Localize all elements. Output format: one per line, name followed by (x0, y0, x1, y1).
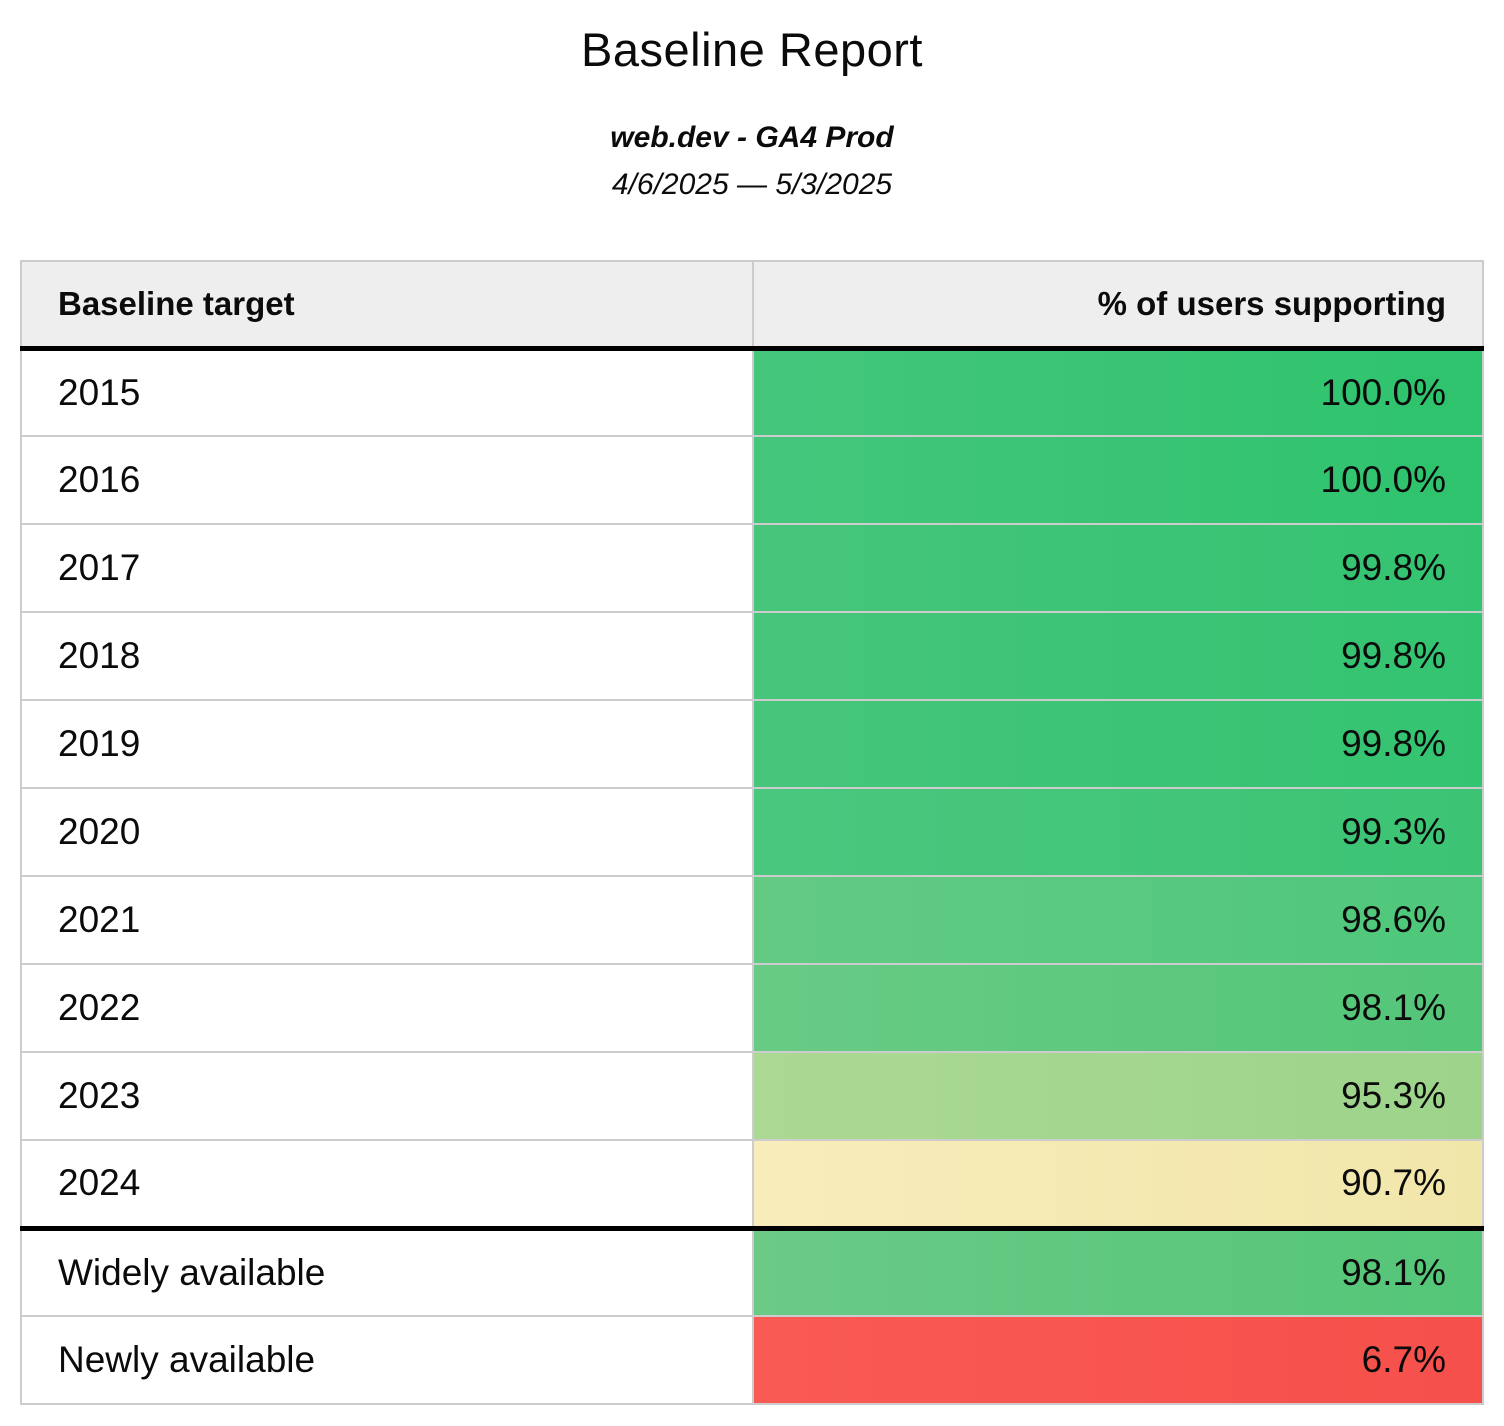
percent-supporting-cell: 99.8% (752, 523, 1484, 613)
table-row: Widely available 98.1% (20, 1225, 1484, 1317)
percent-supporting-cell: 98.1% (752, 963, 1484, 1053)
table-body: 2015 100.0% 2016 100.0% 2017 99.8% 2018 99.8% 20… (20, 347, 1484, 1405)
baseline-target-cell: 2018 (20, 611, 754, 701)
table-row: 2023 95.3% (20, 1051, 1484, 1141)
baseline-target-cell: 2017 (20, 523, 754, 613)
percent-supporting-cell: 100.0% (752, 347, 1484, 437)
baseline-target-cell: 2023 (20, 1051, 754, 1141)
baseline-target-cell: 2021 (20, 875, 754, 965)
percent-supporting-cell: 95.3% (752, 1051, 1484, 1141)
report-date-range: 4/6/2025 — 5/3/2025 (611, 168, 893, 201)
table-row: 2018 99.8% (20, 611, 1484, 701)
baseline-target-cell: 2020 (20, 787, 754, 877)
baseline-target-cell: Newly available (20, 1315, 754, 1405)
percent-supporting-cell: 99.8% (752, 611, 1484, 701)
table-row: Newly available 6.7% (20, 1315, 1484, 1405)
percent-supporting-cell: 98.6% (752, 875, 1484, 965)
report-subtitle: web.dev - GA4 Prod (610, 121, 894, 154)
column-header-baseline-target: Baseline target (20, 260, 754, 351)
baseline-target-cell: 2016 (20, 435, 754, 525)
page-title: Baseline Report (581, 23, 923, 76)
table-row: 2017 99.8% (20, 523, 1484, 613)
baseline-target-cell: Widely available (20, 1225, 754, 1317)
column-header-users-supporting: % of users supporting (752, 260, 1484, 351)
percent-supporting-cell: 6.7% (752, 1315, 1484, 1405)
report-header: Baseline Report web.dev - GA4 Prod 4/6/2… (0, 0, 1504, 202)
table-row: 2016 100.0% (20, 435, 1484, 525)
baseline-target-cell: 2015 (20, 347, 754, 437)
percent-supporting-cell: 90.7% (752, 1139, 1484, 1229)
percent-supporting-cell: 98.1% (752, 1225, 1484, 1317)
table-row: 2019 99.8% (20, 699, 1484, 789)
table-row: 2015 100.0% (20, 347, 1484, 437)
table-row: 2020 99.3% (20, 787, 1484, 877)
baseline-target-cell: 2022 (20, 963, 754, 1053)
table-row: 2024 90.7% (20, 1139, 1484, 1229)
baseline-table: Baseline target % of users supporting 20… (20, 260, 1484, 1405)
table-row: 2021 98.6% (20, 875, 1484, 965)
percent-supporting-cell: 99.8% (752, 699, 1484, 789)
header-row: Baseline target % of users supporting (20, 260, 1484, 351)
percent-supporting-cell: 99.3% (752, 787, 1484, 877)
table-row: 2022 98.1% (20, 963, 1484, 1053)
baseline-target-cell: 2024 (20, 1139, 754, 1229)
percent-supporting-cell: 100.0% (752, 435, 1484, 525)
baseline-target-cell: 2019 (20, 699, 754, 789)
